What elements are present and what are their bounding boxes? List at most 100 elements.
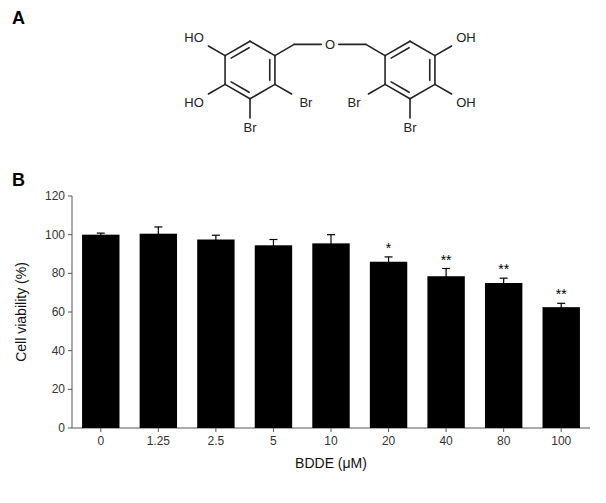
bond	[385, 41, 410, 55]
x-tick	[446, 428, 447, 432]
error-cap	[97, 233, 105, 234]
atom-label: OH	[456, 95, 476, 110]
y-tick-label: 40	[52, 344, 66, 358]
x-tick-label: 40	[439, 434, 453, 448]
bar	[312, 243, 349, 428]
bar	[485, 283, 522, 428]
bond	[366, 44, 385, 55]
panel-label: B	[12, 170, 25, 190]
x-tick	[331, 428, 332, 432]
error-cap	[97, 236, 105, 237]
axes: 02040608010012001.252.5510204080100	[45, 189, 590, 448]
error-cap	[500, 278, 508, 279]
bond	[250, 84, 275, 98]
y-tick	[68, 196, 72, 197]
structure: OHOHOBrBrOHOHBrBr	[184, 30, 475, 135]
error-cap	[327, 234, 335, 235]
x-tick	[503, 428, 504, 432]
x-tick-label: 1.25	[147, 434, 171, 448]
x-tick-label: 100	[551, 434, 571, 448]
y-axis-label: Cell viability (%)	[13, 262, 29, 362]
bond	[410, 41, 435, 55]
x-tick-label: 10	[324, 434, 338, 448]
atom-label: OH	[456, 30, 476, 45]
atom-label: O	[325, 37, 335, 52]
bond	[410, 84, 435, 98]
atom-label: Br	[299, 95, 313, 110]
bond	[391, 48, 409, 58]
x-tick-label: 2.5	[208, 434, 225, 448]
y-tick	[68, 312, 72, 313]
x-tick	[100, 428, 101, 432]
x-tick	[215, 428, 216, 432]
y-axis-line	[72, 196, 73, 428]
error-cap	[557, 310, 565, 311]
error-line	[215, 235, 216, 244]
error-line	[330, 235, 331, 252]
error-cap	[212, 243, 220, 244]
bond	[231, 82, 249, 92]
error-bar	[154, 227, 162, 241]
bond	[409, 99, 411, 118]
significance-label: **	[498, 261, 509, 277]
y-tick-label: 60	[52, 305, 66, 319]
y-tick	[68, 428, 72, 429]
error-bar	[327, 235, 335, 252]
bond	[269, 60, 271, 81]
error-bar	[97, 233, 105, 236]
error-cap	[385, 266, 393, 267]
bar	[255, 245, 292, 428]
bond	[294, 44, 321, 46]
bond	[250, 41, 275, 55]
figure: OHOHOBrBrOHOHBrBrAB02040608010012001.252…	[0, 0, 606, 503]
y-tick	[68, 389, 72, 390]
bond	[429, 60, 431, 81]
bond	[275, 84, 292, 94]
bond	[339, 44, 366, 46]
x-tick-label: 5	[270, 434, 277, 448]
bar	[140, 234, 177, 428]
error-line	[503, 278, 504, 288]
y-tick	[68, 273, 72, 274]
atom-label: Br	[244, 120, 258, 135]
bar	[543, 307, 580, 428]
x-tick	[561, 428, 562, 432]
x-axis-label: BDDE (μM)	[295, 455, 367, 471]
error-line	[446, 269, 447, 284]
error-bar	[500, 278, 508, 288]
error-bar	[212, 235, 220, 244]
bond	[384, 56, 386, 85]
atom-label: Br	[404, 120, 418, 135]
bond	[275, 44, 294, 55]
bond	[391, 82, 409, 92]
panel-label: A	[12, 8, 25, 28]
y-tick	[68, 234, 72, 235]
y-tick-label: 0	[58, 421, 65, 435]
error-cap	[154, 240, 162, 241]
x-tick	[158, 428, 159, 432]
y-tick-label: 20	[52, 382, 66, 396]
x-tick	[388, 428, 389, 432]
background	[0, 0, 606, 503]
error-bar	[269, 240, 277, 252]
significance-label: **	[556, 286, 567, 302]
bond	[231, 48, 249, 58]
error-cap	[442, 268, 450, 269]
error-cap	[269, 251, 277, 252]
error-line	[158, 227, 159, 241]
bond	[385, 84, 410, 98]
bar	[427, 276, 464, 428]
bond	[208, 84, 225, 94]
bond	[225, 41, 250, 55]
error-bar	[442, 269, 450, 284]
error-bar	[385, 257, 393, 267]
x-tick	[273, 428, 274, 432]
atom-label: Br	[348, 95, 362, 110]
error-cap	[442, 283, 450, 284]
error-bar	[557, 303, 565, 311]
bond	[208, 46, 225, 56]
error-cap	[557, 303, 565, 304]
bond	[368, 84, 385, 94]
bar	[82, 235, 119, 428]
y-tick-label: 120	[45, 189, 65, 203]
